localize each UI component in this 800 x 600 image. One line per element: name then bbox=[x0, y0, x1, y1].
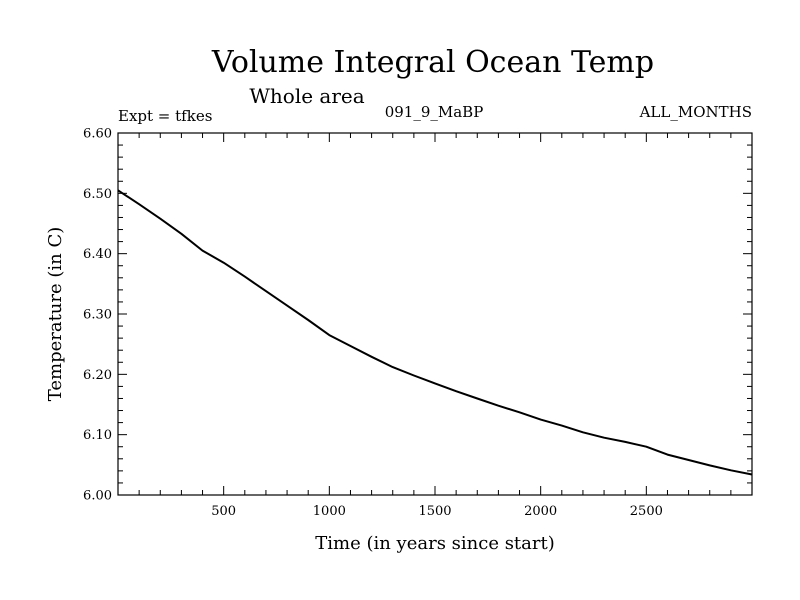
x-tick-label: 1500 bbox=[418, 504, 451, 519]
y-tick-label: 6.00 bbox=[83, 489, 112, 504]
chart-subtitle: Whole area bbox=[249, 84, 364, 108]
x-tick-label: 500 bbox=[211, 504, 236, 519]
x-tick-label: 2000 bbox=[524, 504, 557, 519]
y-axis-ticks: 6.00 6.10 6.20 6.30 6.40 6.50 6.60 bbox=[83, 127, 752, 504]
run-label: 091_9_MaBP bbox=[385, 103, 484, 121]
y-tick-label: 6.30 bbox=[83, 308, 112, 323]
chart-title: Volume Integral Ocean Temp bbox=[211, 45, 654, 80]
series-group bbox=[117, 189, 753, 476]
y-tick-label: 6.20 bbox=[83, 368, 112, 383]
y-axis-label: Temperature (in C) bbox=[45, 227, 66, 402]
period-label: ALL_MONTHS bbox=[639, 103, 752, 121]
plot-frame bbox=[117, 132, 753, 496]
x-tick-label: 2500 bbox=[630, 504, 663, 519]
x-tick-label: 1000 bbox=[313, 504, 346, 519]
series-line bbox=[117, 189, 753, 476]
x-axis-label: Time (in years since start) bbox=[315, 533, 555, 554]
y-tick-label: 6.10 bbox=[83, 428, 112, 443]
y-tick-label: 6.40 bbox=[83, 247, 112, 262]
expt-label: Expt = tfkes bbox=[118, 107, 212, 125]
y-tick-label: 6.60 bbox=[83, 127, 112, 142]
x-axis-ticks: 500 1000 1500 2000 2500 bbox=[138, 133, 732, 519]
y-tick-label: 6.50 bbox=[83, 187, 112, 202]
